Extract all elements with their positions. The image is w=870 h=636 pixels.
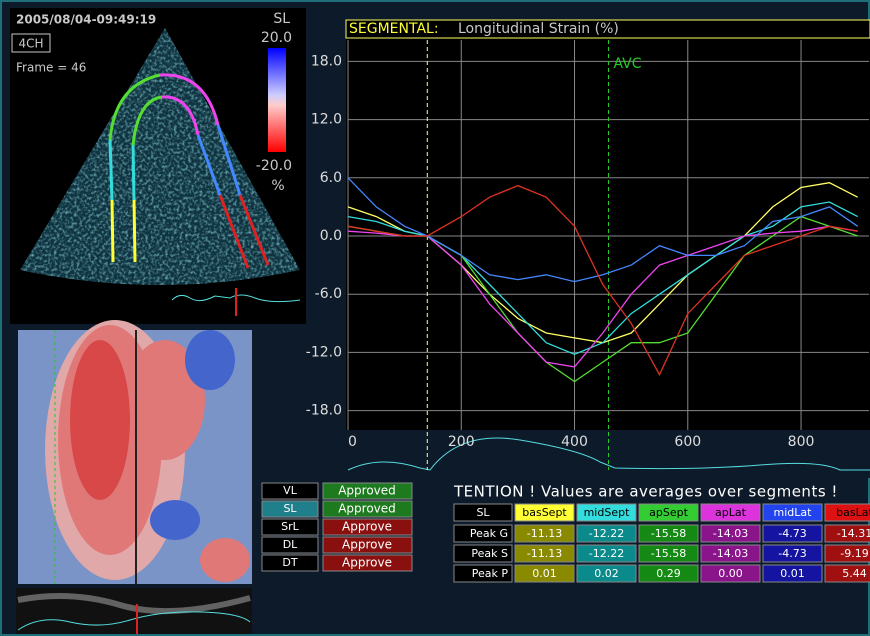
cell-text: -12.22	[589, 527, 624, 540]
cell-text: -14.03	[713, 527, 748, 540]
mode-label: VL	[283, 484, 298, 497]
chart-subtitle: Longitudinal Strain (%)	[458, 21, 619, 37]
cell-text: -14.03	[713, 547, 748, 560]
segment-bassept	[112, 200, 113, 262]
x-tick-label: 200	[448, 434, 475, 450]
status-label: Approved	[338, 502, 396, 516]
header-label: apLat	[715, 506, 747, 519]
cell-text: -9.19	[840, 547, 868, 560]
screen: 2005/08/04-09:49:19 4CH Frame = 46 SL 20…	[0, 0, 870, 636]
timestamp: 2005/08/04-09:49:19	[16, 13, 156, 27]
cell-text: -14.31	[837, 527, 870, 540]
status-label: Approve	[342, 556, 392, 570]
map-region	[150, 500, 200, 540]
scale-min: -20.0	[256, 158, 292, 174]
cell-text: 0.00	[718, 567, 743, 580]
mode-label: SL	[283, 502, 297, 515]
map-region	[70, 340, 130, 500]
annotation-label: AVC	[614, 56, 642, 72]
notice: TENTION ! Values are averages over segme…	[453, 483, 838, 501]
cell-text: Peak G	[470, 527, 508, 540]
header-label: basLat	[836, 506, 870, 519]
results-table: TENTION ! Values are averages over segme…	[453, 483, 870, 583]
x-tick-label: 600	[674, 434, 701, 450]
header-label: apSept	[649, 506, 688, 519]
segment-midsept	[133, 145, 134, 200]
header-label: midSept	[584, 506, 630, 519]
scale-name: SL	[273, 11, 290, 27]
header-label: SL	[476, 506, 490, 519]
y-tick-label: -12.0	[306, 344, 342, 360]
x-tick-label: 800	[788, 434, 815, 450]
y-tick-label: -6.0	[315, 286, 342, 302]
cell-text: -15.58	[651, 527, 686, 540]
cell-text: 5.44	[842, 567, 867, 580]
cell-text: -15.58	[651, 547, 686, 560]
header-label: midLat	[774, 506, 813, 519]
x-tick-label: 400	[561, 434, 588, 450]
y-tick-label: 0.0	[320, 228, 342, 244]
y-tick-label: -18.0	[306, 403, 342, 419]
segment-midsept	[110, 140, 112, 200]
cell-text: 0.01	[780, 567, 805, 580]
cell-text: 0.01	[532, 567, 557, 580]
status-label: Approve	[342, 520, 392, 534]
cell-text: -11.13	[527, 547, 562, 560]
cell-text: -12.22	[589, 547, 624, 560]
view-label: 4CH	[18, 37, 43, 51]
map-region	[200, 538, 250, 582]
scale-unit: %	[271, 178, 284, 194]
map-region	[185, 330, 235, 390]
cell-text: Peak S	[471, 547, 508, 560]
cell-text: 0.29	[656, 567, 681, 580]
status-label: Approve	[342, 538, 392, 552]
cell-text: Peak P	[472, 567, 509, 580]
frame-label: Frame = 46	[16, 61, 86, 75]
cell-text: -4.73	[778, 547, 806, 560]
y-tick-label: 6.0	[320, 170, 342, 186]
cell-text: -4.73	[778, 527, 806, 540]
segment-bassept	[134, 200, 135, 262]
y-tick-label: 12.0	[311, 112, 342, 128]
color-scale	[268, 48, 286, 152]
mode-label: SrL	[281, 520, 300, 533]
status-label: Approved	[338, 484, 396, 498]
cell-text: -11.13	[527, 527, 562, 540]
chart-title: SEGMENTAL:	[349, 21, 439, 37]
y-tick-label: 18.0	[311, 53, 342, 69]
status-panel: VL Approved SL Approved SrL Approve DL Approve D…	[262, 483, 412, 571]
ultrasound-panel: 2005/08/04-09:49:19 4CH Frame = 46 SL 20…	[10, 8, 306, 324]
header-label: basSept	[522, 506, 567, 519]
mode-label: DT	[282, 556, 297, 569]
x-tick-label: 0	[348, 434, 357, 450]
scale-max: 20.0	[261, 30, 292, 46]
cell-text: 0.02	[594, 567, 619, 580]
mode-label: DL	[283, 538, 298, 551]
